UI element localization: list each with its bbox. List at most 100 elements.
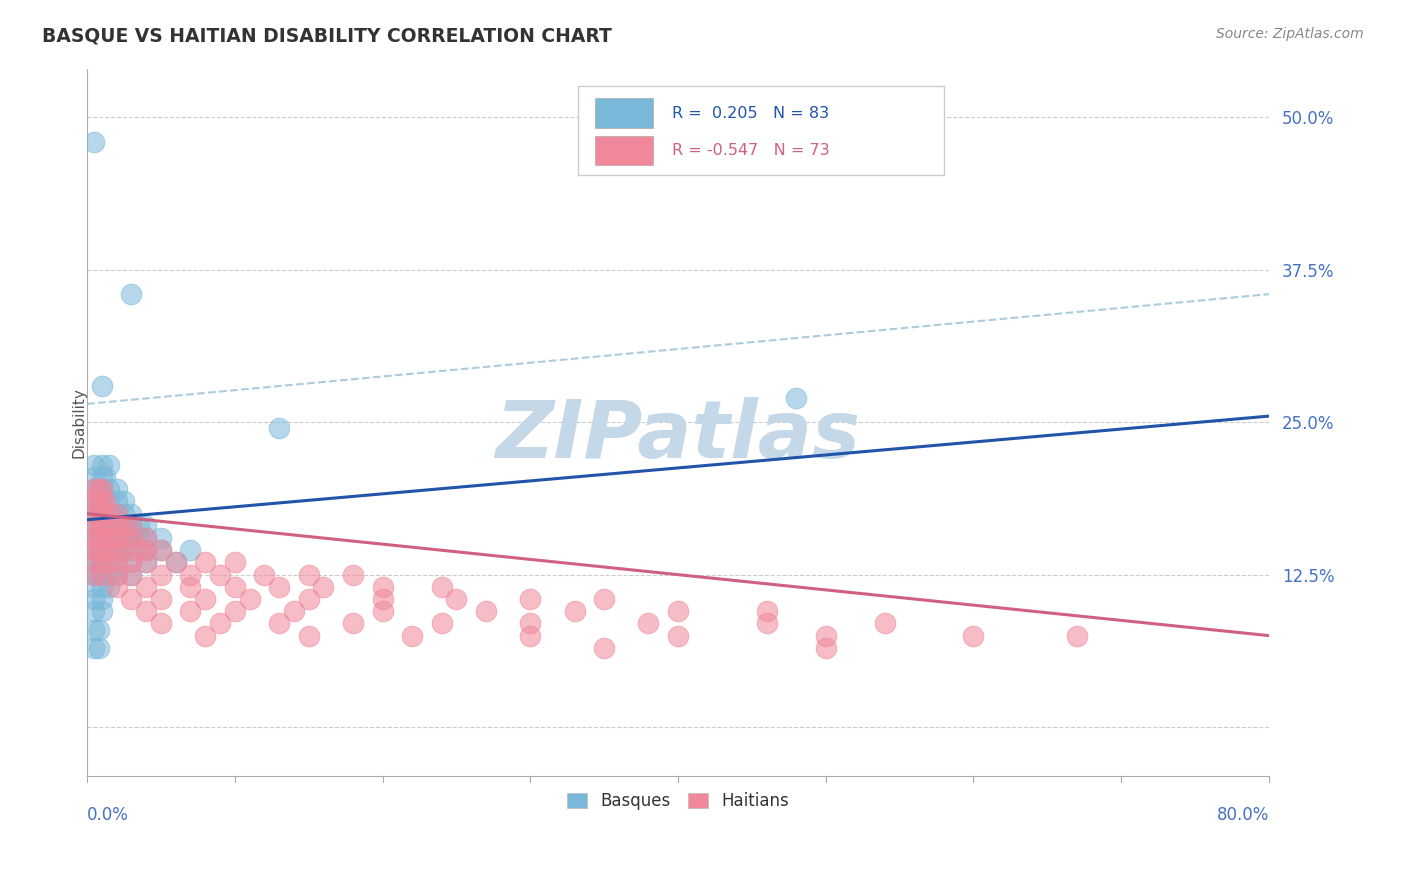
Point xyxy=(83,494,105,508)
Point xyxy=(98,519,121,533)
Point xyxy=(135,543,157,558)
Point xyxy=(312,580,335,594)
Point xyxy=(90,531,112,545)
Point xyxy=(269,421,291,435)
Point xyxy=(430,580,453,594)
Point xyxy=(149,567,172,582)
Point xyxy=(873,616,896,631)
Point xyxy=(208,567,231,582)
Point xyxy=(87,543,110,558)
Point xyxy=(112,494,135,508)
Point xyxy=(90,519,112,533)
Point xyxy=(401,629,423,643)
Point xyxy=(98,494,121,508)
Point xyxy=(94,531,117,545)
Point xyxy=(269,580,291,594)
Point xyxy=(87,567,110,582)
Point xyxy=(90,592,112,607)
Point xyxy=(83,483,105,497)
Point xyxy=(135,556,157,570)
Point xyxy=(135,531,157,545)
Point xyxy=(98,519,121,533)
Point xyxy=(90,507,112,521)
Point xyxy=(105,580,128,594)
Point xyxy=(90,458,112,472)
Point xyxy=(83,531,105,545)
Point xyxy=(90,543,112,558)
Point xyxy=(128,519,150,533)
Point xyxy=(87,519,110,533)
Point xyxy=(83,580,105,594)
Point xyxy=(83,507,105,521)
Point xyxy=(90,378,112,392)
Point xyxy=(224,604,246,618)
Point xyxy=(90,519,112,533)
Point xyxy=(90,567,112,582)
Point xyxy=(83,507,105,521)
Text: ZIPatlas: ZIPatlas xyxy=(495,397,860,475)
Point xyxy=(120,519,142,533)
Point xyxy=(83,567,105,582)
Point xyxy=(135,604,157,618)
Point xyxy=(430,616,453,631)
Point xyxy=(120,592,142,607)
Point xyxy=(90,556,112,570)
Point xyxy=(83,543,105,558)
FancyBboxPatch shape xyxy=(595,136,654,165)
Point xyxy=(83,519,105,533)
Point xyxy=(593,592,616,607)
Point xyxy=(98,567,121,582)
Point xyxy=(87,543,110,558)
Point xyxy=(593,640,616,655)
Text: R =  0.205   N = 83: R = 0.205 N = 83 xyxy=(672,105,830,120)
Point xyxy=(105,567,128,582)
Point xyxy=(112,531,135,545)
Point xyxy=(83,483,105,497)
Point xyxy=(83,458,105,472)
Point xyxy=(105,519,128,533)
Point xyxy=(87,494,110,508)
Point xyxy=(98,543,121,558)
Point xyxy=(112,543,135,558)
Point xyxy=(90,543,112,558)
Point xyxy=(98,507,121,521)
Point xyxy=(179,580,201,594)
Text: BASQUE VS HAITIAN DISABILITY CORRELATION CHART: BASQUE VS HAITIAN DISABILITY CORRELATION… xyxy=(42,27,612,45)
Point xyxy=(87,507,110,521)
Point xyxy=(666,604,689,618)
Point xyxy=(120,556,142,570)
Point xyxy=(87,531,110,545)
Point xyxy=(105,543,128,558)
Point xyxy=(208,616,231,631)
Point xyxy=(98,556,121,570)
Point xyxy=(666,629,689,643)
Point xyxy=(98,580,121,594)
Point xyxy=(83,494,105,508)
Point xyxy=(298,592,321,607)
Point xyxy=(105,507,128,521)
Point xyxy=(135,580,157,594)
Point xyxy=(128,531,150,545)
Point xyxy=(94,470,117,484)
Point xyxy=(98,507,121,521)
Point xyxy=(253,567,276,582)
Point xyxy=(105,556,128,570)
Point xyxy=(149,531,172,545)
Point xyxy=(98,543,121,558)
Point xyxy=(87,531,110,545)
Point xyxy=(83,567,105,582)
Point xyxy=(149,592,172,607)
Point xyxy=(785,391,807,405)
Point xyxy=(87,556,110,570)
Point xyxy=(105,567,128,582)
Point xyxy=(98,531,121,545)
Point xyxy=(814,640,837,655)
Point xyxy=(90,483,112,497)
Point xyxy=(298,629,321,643)
Point xyxy=(120,531,142,545)
Point xyxy=(128,543,150,558)
Text: 80.0%: 80.0% xyxy=(1216,806,1270,824)
Point xyxy=(112,543,135,558)
Point xyxy=(224,580,246,594)
Point xyxy=(269,616,291,631)
